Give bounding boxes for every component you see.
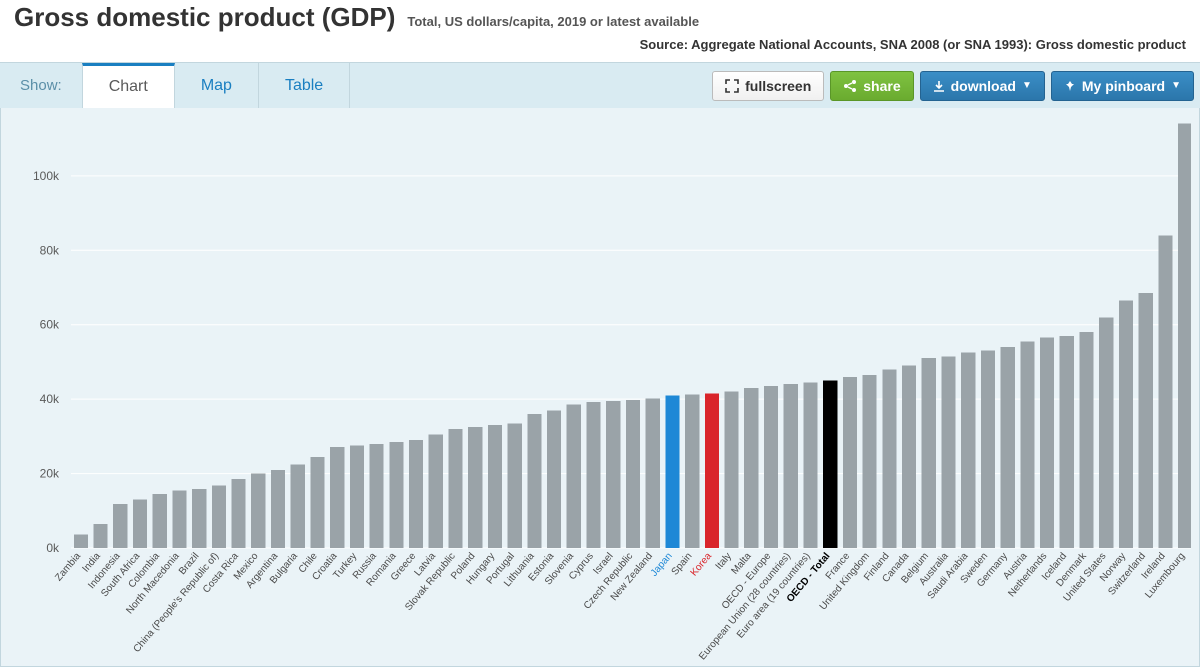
bar[interactable] (547, 410, 561, 548)
bar[interactable] (291, 464, 305, 548)
x-axis-label: Zambia (53, 551, 83, 584)
show-label: Show: (0, 77, 82, 94)
bar[interactable] (527, 414, 541, 548)
bar[interactable] (1139, 293, 1153, 548)
bar[interactable] (74, 535, 88, 548)
bar[interactable] (882, 369, 896, 548)
bar[interactable] (488, 425, 502, 548)
fullscreen-button[interactable]: fullscreen (712, 71, 824, 101)
share-icon (843, 79, 857, 93)
bar[interactable] (606, 401, 620, 548)
download-icon (933, 80, 945, 92)
source-text: Source: Aggregate National Accounts, SNA… (14, 33, 1186, 58)
tab-table[interactable]: Table (259, 63, 350, 108)
header: Gross domestic product (GDP) Total, US d… (0, 0, 1200, 62)
bar[interactable] (586, 402, 600, 548)
y-axis-tick: 60k (40, 318, 60, 332)
download-button[interactable]: download ▼ (920, 71, 1045, 101)
bar[interactable] (1001, 347, 1015, 548)
bar[interactable] (823, 381, 837, 548)
view-tabs: Chart Map Table (82, 63, 351, 108)
bar[interactable] (1040, 338, 1054, 548)
bar[interactable] (843, 377, 857, 548)
bar[interactable] (922, 358, 936, 548)
tab-map[interactable]: Map (175, 63, 259, 108)
bar[interactable] (941, 356, 955, 548)
bar[interactable] (212, 485, 226, 548)
bar[interactable] (370, 444, 384, 548)
y-axis-tick: 20k (40, 467, 60, 481)
bar[interactable] (429, 434, 443, 548)
bar[interactable] (310, 457, 324, 548)
bar[interactable] (113, 504, 127, 548)
bar[interactable] (251, 474, 265, 548)
bar[interactable] (902, 366, 916, 548)
bar[interactable] (567, 405, 581, 548)
share-button[interactable]: share (830, 71, 913, 101)
bar[interactable] (93, 524, 107, 548)
bar[interactable] (448, 429, 462, 548)
bar[interactable] (665, 395, 679, 548)
bar[interactable] (626, 400, 640, 548)
bar[interactable] (508, 423, 522, 548)
toolbar: Show: Chart Map Table fullscreen share d… (0, 62, 1200, 108)
bar[interactable] (271, 470, 285, 548)
bar[interactable] (1099, 317, 1113, 548)
bar[interactable] (685, 395, 699, 548)
page-subtitle: Total, US dollars/capita, 2019 or latest… (407, 14, 699, 29)
tab-chart[interactable]: Chart (82, 63, 175, 108)
page-title: Gross domestic product (GDP) (14, 2, 395, 33)
bar[interactable] (1178, 124, 1191, 548)
y-axis-tick: 100k (33, 169, 60, 183)
bar[interactable] (764, 386, 778, 548)
fullscreen-icon (725, 79, 739, 93)
bar[interactable] (724, 392, 738, 548)
x-axis-label: Japan (649, 551, 675, 579)
y-axis-tick: 0k (46, 541, 60, 555)
bar[interactable] (961, 353, 975, 548)
bar[interactable] (981, 351, 995, 548)
bar[interactable] (803, 382, 817, 548)
bar[interactable] (1079, 332, 1093, 548)
bar[interactable] (863, 375, 877, 548)
bar[interactable] (744, 388, 758, 548)
bar-chart: 0k20k40k60k80k100kZambiaIndiaIndonesiaSo… (11, 116, 1191, 666)
bar[interactable] (1060, 336, 1074, 548)
bar[interactable] (192, 489, 206, 548)
bar[interactable] (350, 446, 364, 548)
bar[interactable] (330, 447, 344, 548)
bar[interactable] (232, 479, 246, 548)
chevron-down-icon: ▼ (1022, 80, 1032, 91)
chart-area: 0k20k40k60k80k100kZambiaIndiaIndonesiaSo… (0, 108, 1200, 667)
bar[interactable] (409, 440, 423, 548)
bar[interactable] (1158, 235, 1172, 548)
chevron-down-icon: ▼ (1171, 80, 1181, 91)
bar[interactable] (784, 384, 798, 548)
bar[interactable] (468, 427, 482, 548)
bar[interactable] (646, 398, 660, 548)
x-axis-label: Korea (689, 551, 715, 579)
bar[interactable] (153, 494, 167, 548)
bar[interactable] (389, 442, 403, 548)
bar[interactable] (705, 394, 719, 548)
y-axis-tick: 40k (40, 392, 60, 406)
bar[interactable] (1119, 301, 1133, 548)
pinboard-button[interactable]: My pinboard ▼ (1051, 71, 1194, 101)
y-axis-tick: 80k (40, 243, 60, 257)
bar[interactable] (1020, 341, 1034, 548)
bar[interactable] (133, 500, 147, 548)
pin-icon (1064, 80, 1076, 92)
bar[interactable] (172, 490, 186, 548)
